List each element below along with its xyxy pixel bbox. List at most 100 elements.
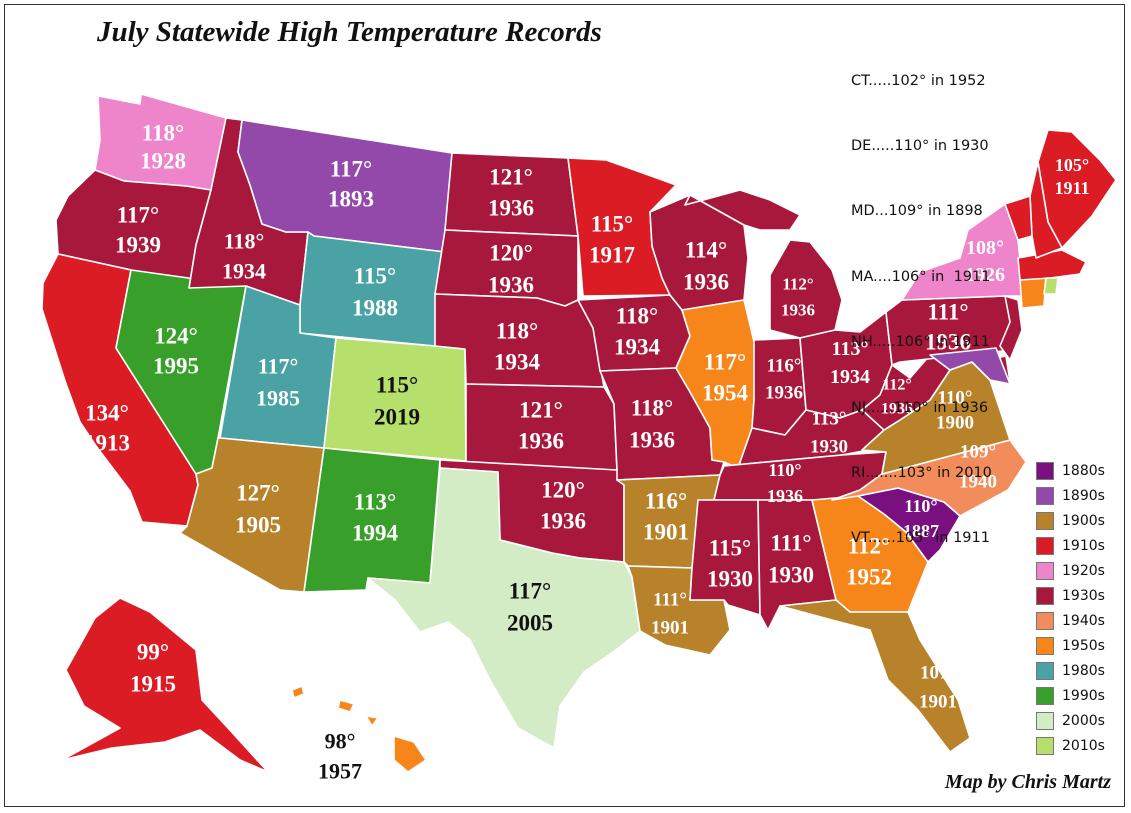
state-az-year-label: 1905: [235, 513, 281, 538]
ne-record-ri: RI.......103° in 2010: [851, 464, 992, 481]
state-tx: [367, 467, 641, 749]
state-mi-temp-label: 112°: [782, 275, 813, 294]
state-al-temp-label: 111°: [770, 531, 811, 556]
state-md: [929, 347, 1011, 385]
state-ut-temp-label: 117°: [258, 354, 299, 379]
state-ma: [1017, 249, 1087, 281]
state-fl: [779, 599, 971, 753]
state-va-year-label: 1900: [936, 413, 974, 434]
state-sc-temp-label: 110°: [904, 496, 937, 516]
legend-swatch: [1036, 586, 1054, 605]
legend-swatch: [1036, 711, 1054, 730]
state-nc: [831, 439, 1027, 517]
legend-label: 2000s: [1062, 712, 1105, 729]
state-ny-temp-label: 108°: [966, 237, 1004, 259]
legend-swatch: [1036, 686, 1054, 705]
legend-swatch: [1036, 636, 1054, 655]
legend-item-1980s: 1980s: [1036, 658, 1105, 683]
state-wi-temp-label: 114°: [685, 238, 727, 263]
state-la-temp-label: 111°: [653, 590, 687, 611]
state-wy-temp-label: 115°: [354, 264, 396, 289]
state-mo-temp-label: 118°: [631, 396, 673, 421]
state-mo-year-label: 1936: [629, 428, 675, 453]
ne-record-nh: NH.....106° in 1911: [851, 334, 990, 351]
legend-item-1930s: 1930s: [1036, 583, 1105, 608]
state-nd-year-label: 1936: [488, 196, 534, 221]
state-in-year-label: 1936: [765, 383, 803, 404]
legend-swatch: [1036, 661, 1054, 680]
state-wa-year-label: 1928: [140, 149, 186, 174]
state-tn-temp-label: 110°: [768, 460, 801, 480]
state-nm-year-label: 1994: [352, 521, 399, 546]
decade-legend: 1880s 1890s 1900s 1910s 1920s 1930s 1940…: [1036, 458, 1105, 758]
state-al-year-label: 1930: [768, 563, 814, 588]
legend-label: 1880s: [1062, 462, 1105, 479]
state-nc-temp-label: 109°: [960, 442, 996, 463]
state-ak-temp-label: 99°: [137, 640, 169, 665]
legend-label: 1940s: [1062, 612, 1105, 629]
legend-label: 1910s: [1062, 537, 1105, 554]
legend-label: 1920s: [1062, 562, 1105, 579]
state-ks-year-label: 1936: [518, 429, 564, 454]
state-me-temp-label: 105°: [1055, 155, 1089, 175]
legend-item-1900s: 1900s: [1036, 508, 1105, 533]
legend-swatch: [1036, 736, 1054, 755]
state-ga-temp-label: 112°: [848, 534, 890, 559]
legend-item-1910s: 1910s: [1036, 533, 1105, 558]
state-nv-year-label: 1995: [153, 354, 199, 379]
state-nm-temp-label: 113°: [354, 490, 396, 515]
state-pa-year-label: 1936: [925, 330, 971, 355]
state-az-temp-label: 127°: [236, 481, 280, 506]
state-sd-temp-label: 120°: [489, 241, 533, 266]
legend-item-1890s: 1890s: [1036, 483, 1105, 508]
state-ar-year-label: 1901: [643, 520, 689, 545]
state-mn-temp-label: 115°: [591, 212, 633, 237]
labels-layer: 118° 1928 117° 1939 134° 1913 124° 1995 118° 1934…: [84, 121, 1090, 784]
legend-item-1990s: 1990s: [1036, 683, 1105, 708]
state-or-year-label: 1939: [115, 233, 161, 258]
state-wy-year-label: 1988: [352, 296, 398, 321]
legend-swatch: [1036, 511, 1054, 530]
state-ri: [1043, 277, 1059, 295]
state-co-year-label: 2019: [374, 405, 420, 430]
legend-label: 2010s: [1062, 737, 1105, 754]
legend-item-2000s: 2000s: [1036, 708, 1105, 733]
state-ct: [1019, 277, 1047, 309]
state-tn-year-label: 1936: [767, 486, 803, 506]
state-ky-temp-label: 113°: [811, 409, 846, 430]
state-ga-year-label: 1952: [846, 565, 892, 590]
state-il-year-label: 1954: [702, 381, 749, 406]
state-wv-year-label: 1936: [881, 401, 913, 418]
state-ny-year-label: 1926: [965, 264, 1005, 286]
legend-swatch: [1036, 536, 1054, 555]
ne-record-ct: CT.....102° in 1952: [851, 72, 986, 89]
state-oh-temp-label: 113°: [832, 338, 869, 360]
state-ia-temp-label: 118°: [616, 304, 658, 329]
state-mn-year-label: 1917: [589, 243, 635, 268]
state-mi-year-label: 1936: [781, 301, 815, 320]
state-ak-year-label: 1915: [130, 672, 176, 697]
legend-item-2010s: 2010s: [1036, 733, 1105, 758]
state-hi-temp-label: 98°: [325, 729, 356, 754]
state-ky-year-label: 1930: [810, 437, 848, 458]
legend-swatch: [1036, 461, 1054, 480]
state-sd-year-label: 1936: [488, 273, 534, 298]
state-ok-year-label: 1936: [540, 509, 586, 534]
state-wy: [299, 231, 446, 347]
state-wi-year-label: 1936: [683, 270, 729, 295]
legend-label: 1890s: [1062, 487, 1105, 504]
state-id-temp-label: 118°: [224, 229, 265, 254]
map-credit: Map by Chris Martz: [944, 771, 1111, 793]
state-tx-year-label: 2005: [507, 611, 553, 636]
legend-item-1940s: 1940s: [1036, 608, 1105, 633]
state-co: [323, 337, 467, 462]
legend-item-1920s: 1920s: [1036, 558, 1105, 583]
state-ca-year-label: 1913: [84, 431, 130, 456]
state-fl-temp-label: 107°: [920, 663, 956, 684]
state-mt-year-label: 1893: [328, 187, 374, 212]
legend-label: 1950s: [1062, 637, 1105, 654]
state-ks-temp-label: 121°: [519, 398, 563, 423]
legend-swatch: [1036, 611, 1054, 630]
legend-item-1950s: 1950s: [1036, 633, 1105, 658]
